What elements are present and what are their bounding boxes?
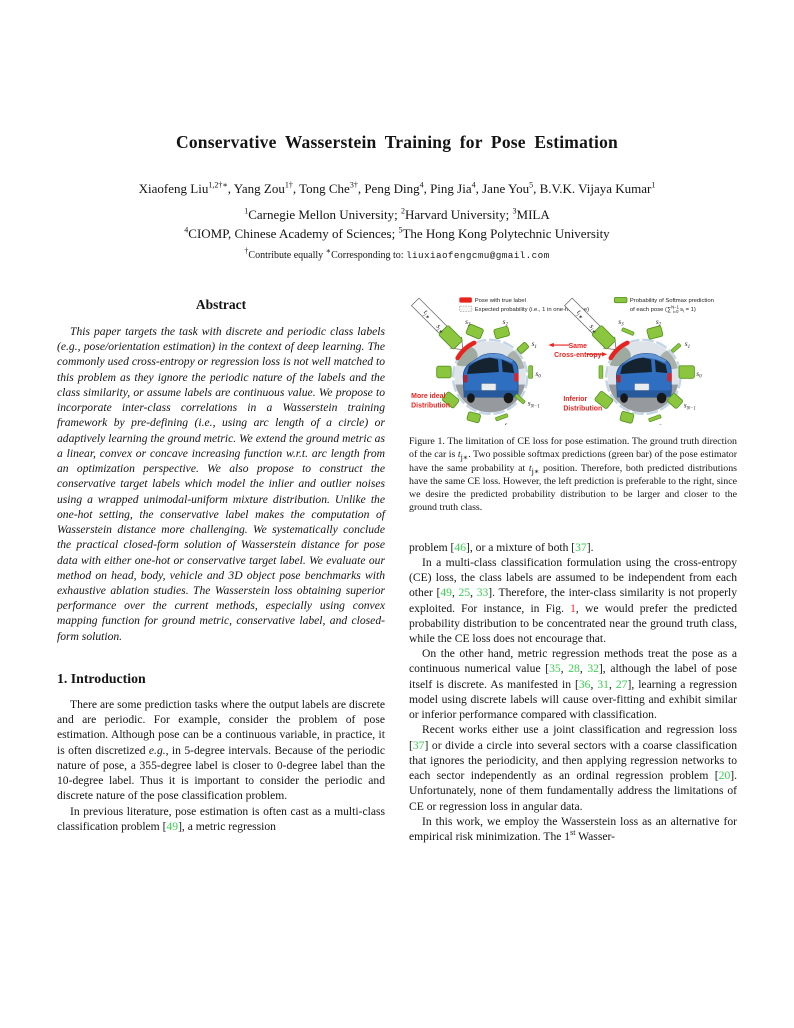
citation-link[interactable]: 33 xyxy=(476,586,489,600)
bar-label-s1: s1 xyxy=(532,339,537,350)
paragraph: In previous literature, pose estimation … xyxy=(57,804,385,833)
prob-bar-s1 xyxy=(671,343,682,353)
bar-label-s3: s3 xyxy=(618,317,624,328)
prob-bar-s0 xyxy=(678,365,695,379)
paragraph: In a multi-class classification formulat… xyxy=(409,555,737,645)
paragraph: On the other hand, metric regression met… xyxy=(409,647,738,722)
bar-label-sN2: sN−2 xyxy=(505,420,518,425)
citation-link[interactable]: 28 xyxy=(568,662,580,676)
prob-bar-unlabeled xyxy=(594,391,614,409)
legend-expected-label: Expected probability (i.e., 1 in one-hot… xyxy=(475,307,589,313)
prob-bar-s1 xyxy=(516,342,529,354)
figure1-block: tj∗ sj∗ Pose with true label Expected pr… xyxy=(409,294,737,515)
figure1-diagram: tj∗ sj∗ Pose with true label Expected pr… xyxy=(409,294,714,432)
paper-title: Conservative Wasserstein Training for Po… xyxy=(0,132,794,153)
citation-link[interactable]: 32 xyxy=(587,662,599,676)
prob-bar-sN1 xyxy=(667,393,683,409)
bar-label-s0: s0 xyxy=(535,369,541,380)
legend-softmax-label-line2: of each pose (∑N−1 i=0 si = 1) xyxy=(630,305,696,314)
prob-bar-s3 xyxy=(465,323,484,340)
legend-softmax-label-line1: Probability of Softmax prediction xyxy=(630,298,714,304)
left-column: Abstract This paper targets the task wit… xyxy=(57,292,385,844)
legend-true-pose-swatch xyxy=(459,297,472,303)
citation-link[interactable]: 31 xyxy=(597,677,609,691)
abstract-body: This paper targets the task with discret… xyxy=(57,324,385,644)
figure-legend: Pose with true label Expected probabilit… xyxy=(459,296,714,314)
same-cross-entropy-annotation: Same Cross-entropy xyxy=(548,342,608,359)
affiliation-line-1: 1Carnegie Mellon University; 2Harvard Un… xyxy=(244,206,550,222)
citation-link[interactable]: 20 xyxy=(718,769,731,783)
bar-label-sN1: sN−1 xyxy=(528,399,540,410)
prob-bar-unlabeled xyxy=(436,365,452,379)
citation-link[interactable]: 35 xyxy=(549,662,561,676)
paper-title-text: Conservative Wasserstein Training for Po… xyxy=(175,132,618,152)
prob-bar-unlabeled xyxy=(442,391,460,409)
bar-label-s2: s2 xyxy=(503,317,509,328)
citation-link[interactable]: 25 xyxy=(458,586,471,600)
citation-link[interactable]: 36 xyxy=(578,677,591,691)
more-ideal-annotation: More ideal Distribution xyxy=(411,393,450,410)
citation-link[interactable]: 27 xyxy=(615,677,628,691)
paragraph: Recent works either use a joint classifi… xyxy=(409,723,737,813)
introduction-body: There are some prediction tasks where th… xyxy=(57,697,385,834)
paragraph: This paper targets the task with discret… xyxy=(57,325,386,643)
inferior-annotation: Inferior Distribution xyxy=(563,396,602,413)
legend-softmax-swatch xyxy=(613,296,628,304)
legend-true-pose-label: Pose with true label xyxy=(475,298,526,304)
same-label: Same xyxy=(569,343,588,350)
prob-bar-sN2 xyxy=(495,413,509,422)
paragraph: There are some prediction tasks where th… xyxy=(57,697,385,803)
svg-text:Inferior: Inferior xyxy=(563,396,587,403)
svg-text:More ideal: More ideal xyxy=(411,393,445,400)
bar-label-sN1: sN−1 xyxy=(684,401,696,412)
bar-label-sN2: sN−2 xyxy=(659,421,672,425)
section-heading-introduction: 1. Introduction xyxy=(57,670,146,686)
paragraph: problem [46], or a mixture of both [37]. xyxy=(409,540,594,554)
prob-bar-unlabeled xyxy=(598,365,604,379)
figure-ref-link[interactable]: 1 xyxy=(570,601,576,615)
corresponding-email: liuxiaofengcmu@gmail.com xyxy=(406,250,550,261)
prob-bar-s2 xyxy=(646,325,664,340)
prob-bar-unlabeled xyxy=(619,411,635,424)
citation-link[interactable]: 37 xyxy=(575,540,587,554)
svg-text:Distribution: Distribution xyxy=(411,403,450,410)
legend-expected-swatch xyxy=(459,305,473,312)
bar-label-s0: s0 xyxy=(696,369,702,380)
cross-entropy-label: Cross-entropy xyxy=(554,352,601,359)
right-pose-diagram: s3 s2 s1 s0 sN−1 sN−2 xyxy=(565,298,702,432)
paragraph: In this work, we employ the Wasserstein … xyxy=(409,814,737,844)
author-line: Xiaofeng Liu1,2†∗, Yang Zou1†, Tong Che3… xyxy=(138,180,656,196)
bar-label-s2: s2 xyxy=(656,317,662,328)
prob-bar-unlabeled xyxy=(466,411,481,424)
left-pose-diagram: s3 s2 s1 s0 sN−1 sN−2 xyxy=(411,298,541,431)
prob-bar-s2 xyxy=(493,326,510,340)
right-column: tj∗ sj∗ Pose with true label Expected pr… xyxy=(409,292,737,844)
right-column-body: problem [46], or a mixture of both [37].… xyxy=(409,540,737,845)
affiliation-line-2: 4CIOMP, Chinese Academy of Sciences; 5Th… xyxy=(184,225,610,241)
citation-link[interactable]: 49 xyxy=(440,586,452,600)
svg-text:Distribution: Distribution xyxy=(563,406,602,413)
prob-bar-sN1 xyxy=(514,393,526,405)
figure1-caption: Figure 1. The limitation of CE loss for … xyxy=(409,436,737,514)
citation-link[interactable]: 49 xyxy=(166,819,179,833)
citation-link[interactable]: 37 xyxy=(412,738,425,752)
prob-bar-s3 xyxy=(621,327,635,336)
bar-label-s1: s1 xyxy=(685,339,690,350)
two-column-body: Abstract This paper targets the task wit… xyxy=(57,292,737,844)
footnote-line: †Contribute equally ∗Corresponding to: l… xyxy=(0,246,794,261)
citation-link[interactable]: 46 xyxy=(454,540,466,554)
footnote-text: †Contribute equally ∗Corresponding to: xyxy=(244,246,407,261)
abstract-heading: Abstract xyxy=(195,297,247,312)
prob-bar-s0 xyxy=(528,365,533,379)
bar-label-s3: s3 xyxy=(465,317,471,328)
prob-bar-sN2 xyxy=(648,414,662,423)
